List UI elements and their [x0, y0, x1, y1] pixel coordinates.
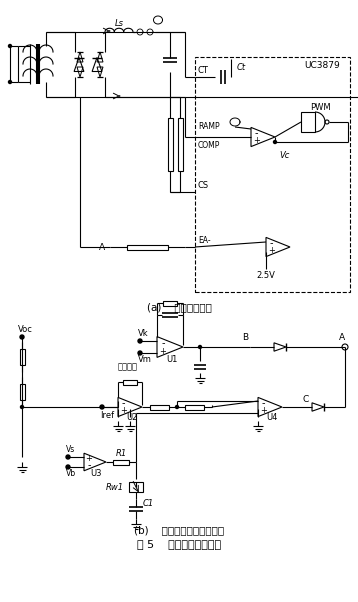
Bar [19, 349, 24, 365]
Text: (a)    电流反馈电路: (a) 电流反馈电路 [146, 302, 212, 312]
Text: U3: U3 [90, 468, 102, 477]
Text: B: B [242, 334, 248, 343]
Circle shape [20, 335, 24, 339]
Text: +: + [120, 406, 127, 415]
Circle shape [198, 346, 202, 349]
Circle shape [20, 406, 24, 409]
Circle shape [9, 45, 11, 48]
Text: Ls: Ls [115, 19, 124, 28]
Text: -: - [255, 128, 258, 138]
Text: COMP: COMP [198, 141, 221, 150]
Text: A: A [339, 334, 345, 343]
Text: +: + [268, 246, 275, 255]
Circle shape [138, 339, 142, 343]
Text: CT: CT [198, 66, 209, 75]
Text: U1: U1 [166, 355, 178, 364]
Text: Vk: Vk [138, 329, 149, 338]
Bar [127, 244, 168, 249]
Text: 2.5V: 2.5V [257, 270, 275, 279]
Bar [19, 383, 24, 400]
Text: 恒流稳定: 恒流稳定 [118, 362, 138, 371]
Text: PWM: PWM [310, 104, 330, 113]
Text: Rw1: Rw1 [106, 482, 124, 491]
Text: Vs: Vs [66, 445, 75, 455]
Text: RAMP: RAMP [198, 122, 219, 131]
Text: U4: U4 [266, 414, 278, 423]
Bar [129, 482, 143, 492]
Text: -: - [122, 398, 125, 408]
Circle shape [66, 455, 70, 459]
Text: Vc: Vc [280, 150, 290, 160]
Text: +: + [253, 136, 260, 145]
Text: +: + [86, 454, 92, 463]
Text: C1: C1 [142, 500, 154, 509]
Circle shape [66, 465, 70, 469]
Text: +: + [159, 347, 166, 356]
Text: A: A [99, 243, 105, 252]
Circle shape [274, 140, 276, 143]
Text: EA-: EA- [198, 236, 211, 245]
Bar [124, 379, 137, 385]
Text: -: - [87, 461, 91, 471]
Bar [168, 119, 173, 170]
Text: Ct: Ct [236, 63, 246, 72]
Text: (b)    焊机的外特性实现电路: (b) 焊机的外特性实现电路 [134, 525, 224, 535]
Text: CS: CS [198, 181, 209, 190]
Bar [178, 119, 183, 170]
Bar [163, 300, 177, 305]
Text: -: - [262, 398, 265, 408]
Text: Vm: Vm [138, 356, 152, 364]
Text: Vb: Vb [66, 470, 76, 479]
Bar [195, 57, 350, 292]
Text: UC3879: UC3879 [304, 61, 340, 70]
Bar [113, 459, 129, 465]
Bar [150, 405, 169, 409]
Text: R1: R1 [115, 450, 127, 459]
Circle shape [100, 405, 104, 409]
Circle shape [175, 406, 179, 409]
Text: 图 5    芯片外围控制电路: 图 5 芯片外围控制电路 [137, 539, 221, 549]
Circle shape [9, 81, 11, 84]
Text: -: - [270, 238, 273, 248]
Text: Iref: Iref [100, 412, 114, 421]
Bar [301, 112, 315, 132]
Circle shape [138, 351, 142, 355]
Text: +: + [260, 406, 267, 415]
Text: -: - [161, 338, 165, 348]
Text: U2: U2 [126, 414, 138, 423]
Text: Voc: Voc [18, 326, 33, 335]
Bar [185, 405, 204, 409]
Text: C: C [303, 394, 309, 403]
